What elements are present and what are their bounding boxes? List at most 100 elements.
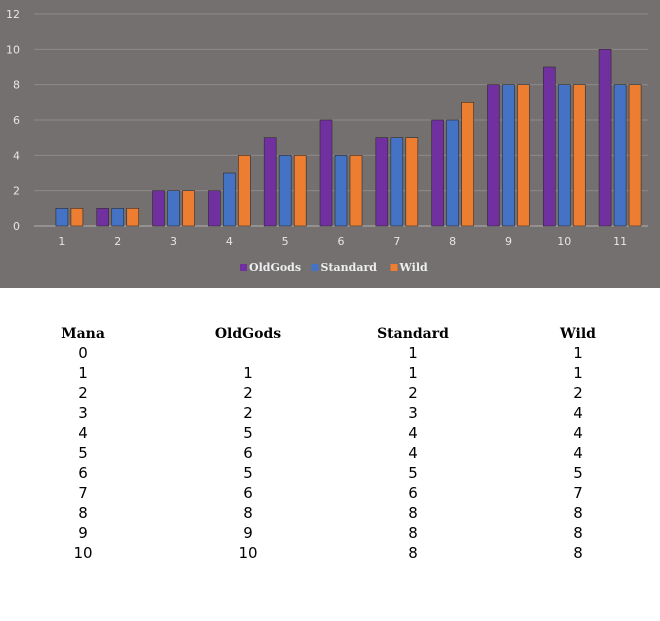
y-tick-label: 6	[13, 114, 20, 127]
table-header: Mana	[61, 326, 105, 342]
table-cell: 5	[243, 424, 253, 442]
table-cell: 6	[408, 484, 418, 502]
table-cell: 2	[243, 404, 253, 422]
table-cell: 6	[78, 464, 88, 482]
table-cell: 8	[408, 524, 418, 542]
table-cell: 6	[243, 484, 253, 502]
table-cell: 4	[408, 424, 418, 442]
table-cell: 4	[573, 444, 583, 462]
table-cell: 6	[243, 444, 253, 462]
bar-standard	[223, 172, 236, 227]
bar-wild	[126, 208, 140, 227]
table-row: 5 6 4 4	[0, 444, 660, 464]
x-tick-label: 5	[282, 235, 289, 248]
y-tick-label: 4	[13, 149, 20, 162]
table-cell: 1	[408, 364, 418, 382]
bar-oldgods	[431, 119, 444, 227]
legend-swatch-wild	[390, 264, 398, 271]
bar-oldgods	[375, 137, 389, 227]
bar-oldgods	[487, 84, 500, 227]
table-row: 3 2 3 4	[0, 404, 660, 424]
table-cell: 4	[573, 404, 583, 422]
table-cell: 10	[73, 544, 93, 562]
table-cell: 2	[78, 384, 88, 402]
table-cell: 8	[573, 504, 583, 522]
table-cell: 0	[78, 344, 88, 362]
bar-standard	[334, 155, 348, 227]
table-cell: 5	[408, 464, 418, 482]
table-cell: 7	[573, 484, 583, 502]
bar-oldgods	[598, 49, 612, 227]
bar-standard	[278, 155, 292, 227]
bar-wild	[349, 155, 363, 227]
table-cell: 7	[78, 484, 88, 502]
table-header: OldGods	[214, 326, 282, 342]
x-tick-label: 2	[114, 235, 121, 248]
bar-wild	[572, 84, 586, 227]
bar-standard	[390, 137, 404, 227]
x-tick-label: 4	[226, 235, 233, 248]
table-row: 1 1 1 1	[0, 364, 660, 384]
table-cell: 1	[408, 344, 418, 362]
bar-wild	[293, 155, 307, 227]
table-cell: 1	[243, 364, 253, 382]
bar-wild	[517, 84, 530, 227]
bar-standard	[111, 208, 125, 227]
x-tick-label: 11	[613, 235, 627, 248]
bar-wild	[238, 155, 251, 227]
bar-standard	[557, 84, 571, 227]
table-cell: 3	[408, 404, 418, 422]
y-tick-label: 10	[6, 43, 20, 56]
legend-label: Standard	[321, 261, 378, 274]
table-row: 4 5 4 4	[0, 424, 660, 444]
table-cell: 9	[78, 524, 88, 542]
table-cell: 8	[408, 504, 418, 522]
table-cell: 8	[573, 544, 583, 562]
bar-wild	[70, 208, 84, 227]
bar-wild	[628, 84, 642, 227]
table-row: 10 10 8 8	[0, 544, 660, 564]
table-cell: 5	[78, 444, 88, 462]
table-cell: 8	[408, 544, 418, 562]
x-tick-label: 9	[505, 235, 512, 248]
table-row: 9 9 8 8	[0, 524, 660, 544]
y-tick-label: 2	[13, 185, 20, 198]
x-tick-label: 8	[449, 235, 456, 248]
table-cell: 2	[243, 384, 253, 402]
table-cell: 5	[243, 464, 253, 482]
table-header: Standard	[377, 326, 449, 342]
table-cell: 8	[78, 504, 88, 522]
bar-wild	[182, 190, 195, 227]
table-cell: 1	[573, 344, 583, 362]
bar-oldgods	[208, 190, 221, 227]
legend-swatch-oldgods	[240, 264, 247, 271]
table-row: 7 6 6 7	[0, 484, 660, 504]
table-row: 8 8 8 8	[0, 504, 660, 524]
y-tick-label: 8	[13, 79, 20, 92]
legend-swatch-standard	[311, 264, 319, 271]
table-cell: 4	[573, 424, 583, 442]
x-tick-label: 3	[170, 235, 177, 248]
table-row: 6 5 5 5	[0, 464, 660, 484]
table-cell: 5	[573, 464, 583, 482]
bar-oldgods	[319, 119, 333, 227]
bar-oldgods	[152, 190, 165, 227]
bar-wild	[405, 137, 419, 227]
table-cell: 2	[573, 384, 583, 402]
x-tick-label: 1	[58, 235, 65, 248]
bar-standard	[55, 208, 69, 227]
bar-oldgods	[263, 137, 277, 227]
table-row: 0 1 1	[0, 344, 660, 364]
table-header: Wild	[560, 326, 596, 342]
table-cell: 4	[78, 424, 88, 442]
table-cell: 2	[408, 384, 418, 402]
legend-label: OldGods	[249, 261, 301, 274]
table-cell: 1	[573, 364, 583, 382]
x-tick-label: 6	[338, 235, 345, 248]
y-tick-label: 12	[6, 8, 20, 21]
table-cell: 9	[243, 524, 253, 542]
x-tick-label: 10	[557, 235, 571, 248]
bar-standard	[502, 84, 515, 227]
table-cell: 4	[408, 444, 418, 462]
